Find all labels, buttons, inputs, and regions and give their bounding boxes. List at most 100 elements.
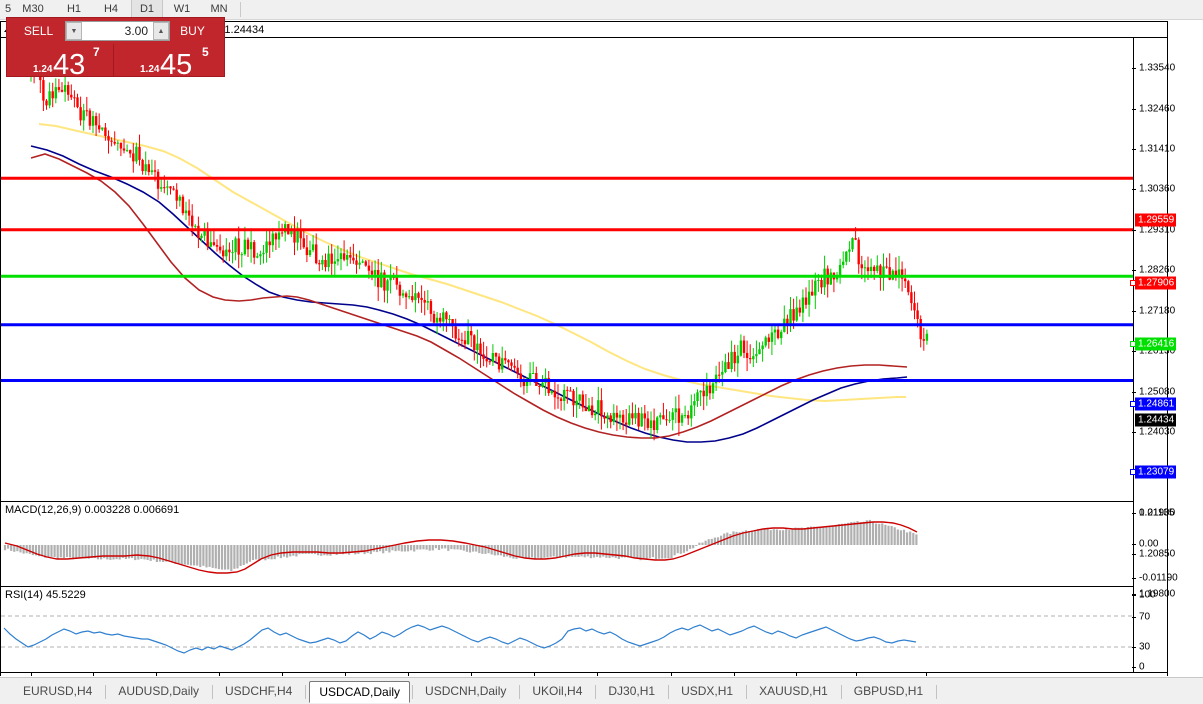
scale-tick <box>1132 392 1136 393</box>
price-scale[interactable]: 1.33540 1.32460 1.31410 1.30360 1.29310 1.282… <box>1130 38 1178 673</box>
price-scale-label: 1.25080 <box>1139 386 1176 398</box>
level-price-badge[interactable]: 1.23079 <box>1135 465 1177 479</box>
price-scale-label: 1.27180 <box>1139 305 1176 317</box>
rsi-scale-label: 30 <box>1139 641 1151 653</box>
scale-tick <box>1132 270 1136 271</box>
rsi-scale-label: 0 <box>1139 661 1145 673</box>
buy-button[interactable]: BUY <box>180 24 205 38</box>
time-tick <box>31 673 32 676</box>
macd-label: MACD(12,26,9) 0.003228 0.006691 <box>5 504 180 516</box>
time-tick <box>471 673 472 676</box>
tab-separator <box>212 685 214 699</box>
trade-panel-quotes-row: 1.24 43 7 1.24 45 5 <box>7 44 224 77</box>
volume-stepper[interactable]: ▼ 3.00 ▲ <box>65 21 170 41</box>
current-price-badge: 1.24434 <box>1135 413 1177 427</box>
scale-tick <box>1132 311 1136 312</box>
rsi-label: RSI(14) 45.5229 <box>5 589 86 601</box>
timeframe-button-mn[interactable]: MN <box>210 3 228 15</box>
time-tick <box>597 673 598 676</box>
tab-separator <box>936 685 938 699</box>
timeframe-button-h4[interactable]: H4 <box>103 3 119 15</box>
volume-input[interactable]: 3.00 <box>82 24 153 38</box>
macd-scale-label: 0.00 <box>1139 538 1159 550</box>
buy-price-quote[interactable]: 1.24 45 5 <box>118 44 223 77</box>
ma-slow-line <box>38 123 906 403</box>
tab-separator <box>412 685 414 699</box>
buy-price-prefix: 1.24 <box>140 64 160 75</box>
volume-increase-button[interactable]: ▲ <box>153 22 169 40</box>
sell-price-fraction: 7 <box>93 45 100 59</box>
scale-tick <box>1132 554 1136 555</box>
price-scale-label: 1.29310 <box>1139 224 1176 236</box>
macd-signal-line <box>4 521 918 574</box>
price-scale-label: 1.24030 <box>1139 426 1176 438</box>
chart-tab-usdcnh-daily[interactable]: USDCNH,Daily <box>425 684 507 698</box>
price-scale-label: 1.26130 <box>1139 345 1176 357</box>
sell-button[interactable]: SELL <box>23 24 54 38</box>
scale-tick <box>1132 513 1136 514</box>
chart-tab-audusd-daily[interactable]: AUDUSD,Daily <box>118 684 200 698</box>
scale-tick <box>1132 595 1136 596</box>
tab-separator <box>519 685 521 699</box>
level-drag-handle[interactable] <box>1130 280 1136 286</box>
timeframe-button-5[interactable]: 5 <box>4 3 12 15</box>
level-price-badge[interactable]: 1.29559 <box>1135 213 1177 227</box>
level-price-badge[interactable]: 1.27906 <box>1135 276 1177 290</box>
level-drag-handle[interactable] <box>1130 401 1136 407</box>
level-price-badge[interactable]: 1.26416 <box>1135 337 1177 351</box>
timeframe-button-m30[interactable]: M30 <box>22 3 44 15</box>
one-click-trading-panel: SELL ▼ 3.00 ▲ BUY 1.24 43 7 1.24 45 5 <box>6 17 225 77</box>
chart-frame: USDCAD,Daily1.24392 1.24503 1.24312 1.24… <box>0 21 1178 693</box>
chart-tab-usdcad-daily[interactable]: USDCAD,Daily <box>309 681 411 703</box>
toolbar-separator <box>240 2 241 17</box>
chart-tab-dj30-h1[interactable]: DJ30,H1 <box>608 684 656 698</box>
macd-scale-label: 0.01135 <box>1139 507 1175 519</box>
price-scale-label: 1.30360 <box>1139 183 1176 195</box>
level-drag-handle[interactable] <box>1130 469 1136 475</box>
chart-tab-gbpusd-h1[interactable]: GBPUSD,H1 <box>853 684 924 698</box>
price-scale-label: 1.20850 <box>1139 548 1176 560</box>
volume-decrease-button[interactable]: ▼ <box>66 22 82 40</box>
scale-tick <box>1132 578 1136 579</box>
timeframe-toolbar: 5 M30 H1 H4 D1 W1 MN <box>0 0 1203 20</box>
candlestick-series <box>29 60 929 441</box>
macd-scale-label: -0.01190 <box>1139 572 1178 584</box>
timeframe-button-d1[interactable]: D1 <box>131 0 163 19</box>
price-pane[interactable] <box>1 38 1133 500</box>
chart-tab-usdchf-h4[interactable]: USDCHF,H4 <box>225 684 293 698</box>
chart-tab-eurusd-h4[interactable]: EURUSD,H4 <box>23 684 93 698</box>
price-scale-label: 1.21900 <box>1139 507 1176 519</box>
time-tick <box>345 673 346 676</box>
time-tick <box>796 673 797 676</box>
ma-mid-line <box>30 145 908 443</box>
scale-tick <box>1132 544 1136 545</box>
rsi-pane[interactable]: RSI(14) 45.5229 <box>1 586 1133 672</box>
scale-tick <box>1132 667 1136 668</box>
macd-pane[interactable]: MACD(12,26,9) 0.003228 0.006691 <box>1 501 1133 585</box>
timeframe-button-h1[interactable]: H1 <box>66 3 82 15</box>
time-tick <box>926 673 927 676</box>
time-tick <box>734 673 735 676</box>
level-price-badge[interactable]: 1.24861 <box>1135 397 1177 411</box>
chart-tab-usdx-h1[interactable]: USDX,H1 <box>681 684 734 698</box>
sell-price-main: 43 <box>53 49 86 77</box>
rsi-line <box>3 624 917 654</box>
horizontal-level-lines[interactable] <box>1 176 1133 382</box>
rsi-scale-label: 70 <box>1139 611 1151 623</box>
price-scale-label: 1.31410 <box>1139 143 1176 155</box>
chart-tab-xauusd-h1[interactable]: XAUUSD,H1 <box>759 684 828 698</box>
macd-histogram <box>3 519 918 572</box>
time-tick <box>856 673 857 676</box>
sell-price-quote[interactable]: 1.24 43 7 <box>9 44 114 77</box>
chart-tab-ukoil-h4[interactable]: UKOil,H4 <box>532 684 583 698</box>
tab-separator <box>105 685 107 699</box>
macd-chart-svg <box>3 519 918 574</box>
buy-price-fraction: 5 <box>202 45 209 59</box>
tab-separator <box>305 685 307 699</box>
timeframe-button-w1[interactable]: W1 <box>173 3 191 15</box>
time-tick <box>219 673 220 676</box>
time-tick <box>671 673 672 676</box>
level-drag-handle[interactable] <box>1130 341 1136 347</box>
time-tick <box>534 673 535 676</box>
tab-separator <box>668 685 670 699</box>
